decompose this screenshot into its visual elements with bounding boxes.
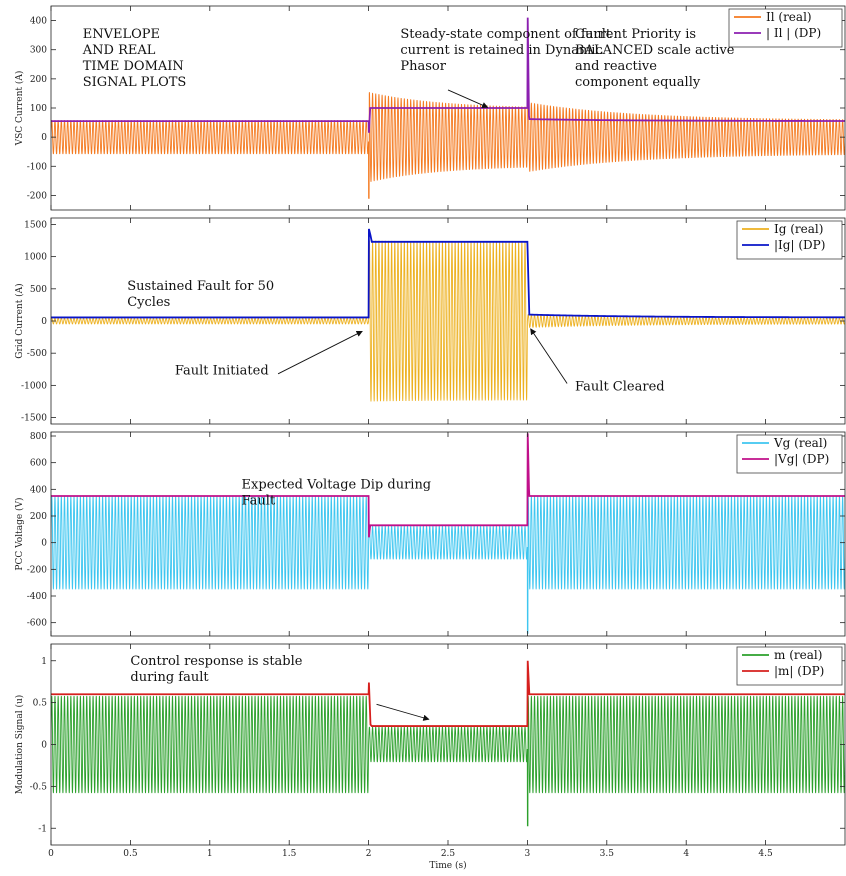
- annotation-arrow: [376, 703, 430, 721]
- y-axis-label: Grid Current (A): [14, 283, 25, 358]
- x-tick-label: 0: [48, 849, 54, 859]
- y-tick-label: -1500: [21, 414, 47, 424]
- x-tick-label: 2.5: [441, 849, 456, 859]
- series-line-2: [51, 433, 845, 538]
- legend: Ig (real) |Ig| (DP): [736, 220, 843, 260]
- series-line-2: [51, 660, 845, 727]
- annotation-2: Fault Initiated: [175, 363, 269, 378]
- legend: Il (real) | Il | (DP): [728, 8, 843, 48]
- legend-entry: Ig (real): [774, 222, 823, 236]
- plot-area: [51, 660, 845, 827]
- panel-2: -1500 -1000 -500 0 500 1000 1500 Grid Current (…: [14, 217, 846, 425]
- y-tick-label: -400: [27, 592, 47, 602]
- y-tick-label: 400: [30, 485, 47, 495]
- annotation-1: Expected Voltage Dip during Fault: [242, 478, 432, 509]
- series-line-1: [51, 495, 845, 634]
- y-tick-label: 100: [30, 104, 47, 114]
- annotation-arrow: [277, 330, 363, 375]
- y-tick-label: 0: [41, 539, 47, 549]
- y-tick-label: 0: [41, 317, 47, 327]
- x-tick-label: 4: [683, 849, 689, 859]
- y-tick-label: 0: [41, 133, 47, 143]
- y-tick-label: 400: [30, 17, 47, 27]
- y-tick-label: 300: [30, 46, 47, 56]
- plot-area: [51, 17, 845, 199]
- y-tick-label: 200: [30, 512, 47, 522]
- panel-4: -1 -0.5 0 0.5 1 0 0.5 1 1.5 2 2.5 3 3.5 4 4.5 Modulatio…: [14, 643, 846, 859]
- series-line-1: [51, 78, 845, 199]
- x-tick-label: 1: [207, 849, 213, 859]
- series-line-1: [51, 695, 845, 827]
- y-tick-label: -200: [27, 565, 47, 575]
- annotation-3: Current Priority is BALANCED scale active…: [575, 27, 735, 90]
- annotation-2: Steady-state component of fault current i…: [400, 27, 612, 74]
- y-tick-label: -600: [27, 619, 47, 629]
- legend-entry: |Vg| (DP): [774, 452, 829, 466]
- legend-entry: | Il | (DP): [766, 26, 821, 40]
- legend-entry: m (real): [774, 648, 822, 662]
- y-tick-label: -200: [27, 191, 47, 201]
- x-tick-label: 1.5: [282, 849, 297, 859]
- annotation-arrow: [447, 89, 489, 109]
- y-tick-label: 0.5: [33, 699, 48, 709]
- y-tick-label: 0: [41, 741, 47, 751]
- y-tick-label: 1000: [24, 253, 47, 263]
- x-tick-label: 4.5: [758, 849, 773, 859]
- y-tick-label: -1000: [21, 381, 47, 391]
- legend-entry: Il (real): [766, 10, 812, 24]
- y-axis-label: PCC Voltage (V): [14, 497, 25, 570]
- x-tick-label: 2: [366, 849, 372, 859]
- annotation-1: Sustained Fault for 50 Cycles: [127, 279, 274, 310]
- annotation-arrow: [530, 328, 568, 384]
- legend: Vg (real) |Vg| (DP): [736, 434, 843, 474]
- y-axis-label: VSC Current (A): [14, 71, 25, 147]
- x-tick-label: 0.5: [123, 849, 138, 859]
- y-tick-label: -500: [27, 349, 47, 359]
- y-tick-label: 1500: [24, 220, 47, 230]
- y-tick-label: -0.5: [30, 782, 48, 792]
- x-tick-label: 3.5: [600, 849, 615, 859]
- plot-area: [51, 228, 845, 402]
- x-tick-label: 3: [525, 849, 531, 859]
- annotation-3: Fault Cleared: [575, 380, 665, 395]
- annotation-1: ENVELOPE AND REAL TIME DOMAIN SIGNAL PLOTS: [82, 27, 187, 90]
- series-line-2: [51, 17, 845, 133]
- legend-entry: |m| (DP): [774, 664, 824, 678]
- y-tick-label: 200: [30, 75, 47, 85]
- legend-entry: |Ig| (DP): [774, 238, 825, 252]
- y-axis-label: Modulation Signal (u): [14, 695, 25, 795]
- series-line-2: [51, 228, 845, 319]
- y-tick-label: -1: [38, 824, 47, 834]
- x-axis-label: Time (s): [429, 860, 466, 871]
- y-tick-label: 500: [30, 285, 47, 295]
- legend-entry: Vg (real): [773, 436, 827, 450]
- plot-area: [51, 433, 845, 634]
- legend: m (real) |m| (DP): [736, 646, 843, 686]
- y-tick-label: 600: [30, 459, 47, 469]
- y-tick-label: 800: [30, 432, 47, 442]
- y-tick-label: -100: [27, 162, 47, 172]
- annotation-1: Control response is stable during fault: [130, 654, 302, 685]
- y-tick-label: 1: [41, 657, 47, 667]
- panel-3: -600 -400 -200 0 200 400 600 800 PCC Voltage (V)…: [14, 431, 846, 637]
- series-line-1: [51, 240, 845, 402]
- panel-1: -200 -100 0 100 200 300 400 VSC Current (A) Il (…: [14, 5, 846, 211]
